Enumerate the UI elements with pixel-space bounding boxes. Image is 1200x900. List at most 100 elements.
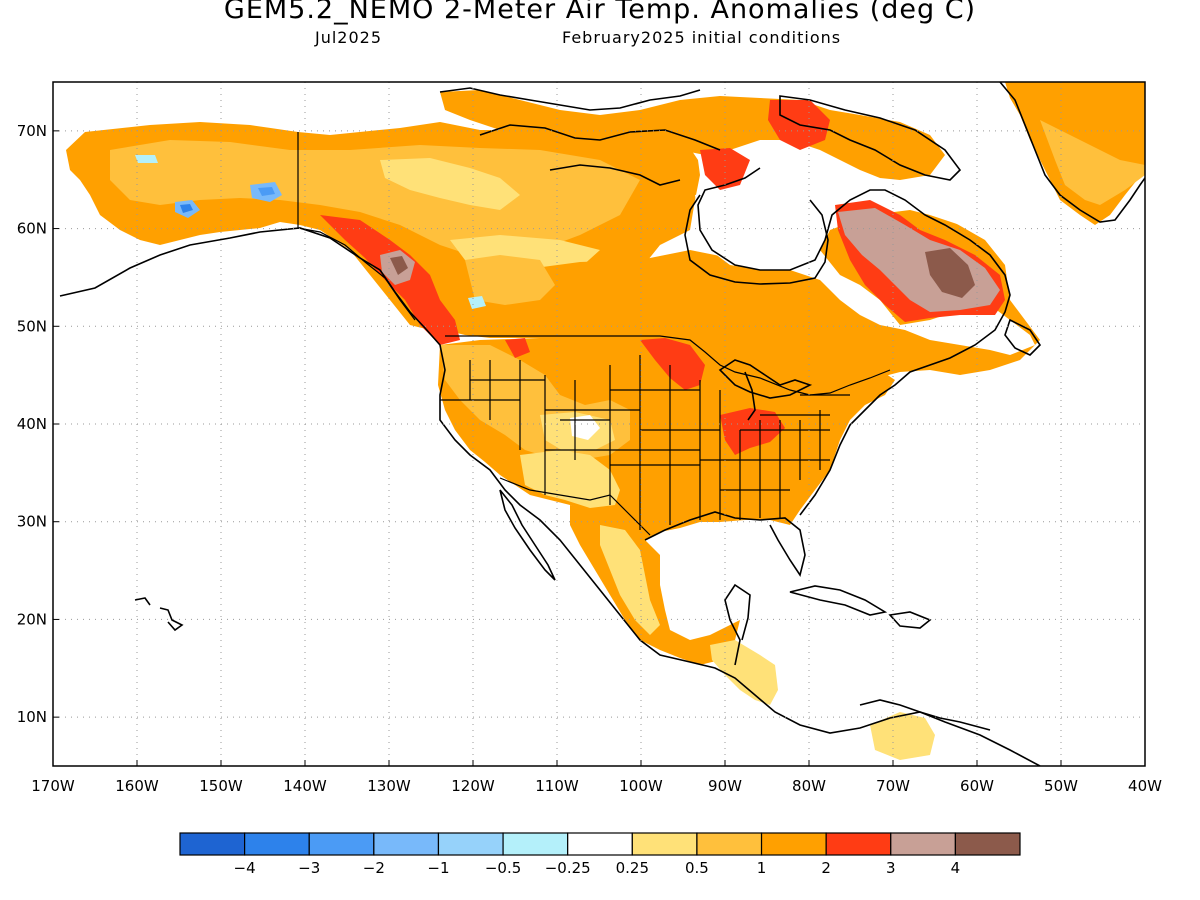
border-us-canada [445,335,891,396]
anomaly-region-greenland-light [1040,120,1145,205]
coastline-greenland [999,82,1145,223]
coastline-arctic-island-3 [549,164,681,186]
colorbar-label: 1 [757,859,767,877]
anomaly-region-great-lakes-red [640,338,705,390]
political-boundaries [297,132,891,536]
colorbar-swatch [760,832,827,856]
anomaly-region-bc-cold [468,296,486,309]
colorbar-swatch [373,832,440,856]
colorbar-label: 4 [951,859,961,877]
lon-label: 40W [1128,777,1162,795]
lat-label: 50N [17,317,47,335]
colorbar-label: 2 [821,859,831,877]
latitude-labels: 70N 60N 50N 40N 30N 20N 10N [17,122,47,726]
colorbar-label: 3 [886,859,896,877]
colorbar-swatch [954,832,1021,856]
coastline-baja [499,489,556,581]
map-frame [52,81,1146,767]
lon-label: 100W [619,777,663,795]
lon-label: 80W [792,777,826,795]
colorbar-swatch [890,832,956,856]
lat-label: 30N [17,513,47,531]
anomaly-region-alaska-cold-2-core [258,187,275,196]
border-us-states-2 [440,379,850,491]
colorbar-label: −0.25 [545,859,591,877]
anomaly-region-bering-sea [53,240,260,330]
anomaly-region-hudson-bay [695,180,820,270]
lon-label: 140W [283,777,327,795]
lat-label: 20N [17,610,47,628]
colorbar-label: −2 [363,859,385,877]
lon-label: 110W [535,777,579,795]
lon-label: 90W [708,777,742,795]
lon-label: 160W [115,777,159,795]
colorbar-swatch [244,832,310,856]
anomaly-field [53,82,1145,760]
anomaly-region-bc-dark [390,256,408,275]
coastline-hispaniola [888,611,932,629]
colorbar: −4 −3 −2 −1 −0.5 −0.25 0.25 0.5 1 2 3 4 [179,832,1021,877]
coastline-arctic-island-1 [439,87,701,111]
coastline-lake-michigan [744,371,756,421]
colorbar-swatch [437,832,504,856]
map-title: GEM5.2_NEMO 2-Meter Air Temp. Anomalies … [223,0,977,25]
anomaly-region-alaska-light [110,140,640,262]
coastline-cuba [789,585,888,616]
colorbar-swatch [308,832,375,856]
initial-conditions: February2025 initial conditions [562,28,842,47]
lon-label: 150W [199,777,243,795]
colorbar-swatch [631,832,698,856]
lon-label: 130W [367,777,411,795]
coastline-baffin-island [779,95,962,181]
anomaly-region-central-america [710,640,778,705]
anomaly-region-hudson-red [700,148,750,190]
lat-label: 10N [17,708,47,726]
lon-label: 170W [31,777,75,795]
colorbar-label: 0.5 [685,859,709,877]
colorbar-label: 0.25 [616,859,649,877]
coastline-great-lakes [718,359,813,399]
anomaly-region-mexico-light [600,525,660,635]
anomaly-region-yukon-light [380,158,520,210]
coastlines [59,82,1145,766]
coastline-gulf [644,511,806,577]
lon-label: 50W [1044,777,1078,795]
forecast-month: Jul2025 [315,28,383,47]
colorbar-swatch [502,832,569,856]
anomaly-region-labrador-dark [925,248,975,298]
colorbar-label: −4 [234,859,256,877]
lat-label: 70N [17,122,47,140]
anomaly-region-colorado-white [570,415,600,440]
colorbar-label: −3 [298,859,320,877]
coastline-newfoundland [1004,318,1042,356]
colorbar-label: −1 [427,859,449,877]
lon-label: 60W [960,777,994,795]
coastline-hudson-bay [684,194,829,285]
coastline-arctic-island-2 [479,124,721,151]
lon-label: 70W [876,777,910,795]
anomaly-region-alaska-cold-1-core [180,204,193,213]
coastline-east [697,167,1011,516]
lon-label: 120W [451,777,495,795]
anomaly-region-baffin-bay [900,170,1050,230]
anomaly-region-montana-red [505,338,530,358]
coastline-yucatan [724,583,751,666]
anomaly-region-gulf-of-mexico [662,530,800,610]
lat-label: 60N [17,220,47,238]
longitude-labels: 170W 160W 150W 140W 130W 120W 110W 100W 90W 80W 70… [31,777,1162,795]
colorbar-swatch [696,832,763,856]
coastline-south-america [859,699,991,731]
colorbar-label: −0.5 [485,859,521,877]
anomaly-region-alaska-cold-3 [135,155,158,163]
border-us-mexico [499,477,651,536]
lat-label: 40N [17,415,47,433]
colorbar-swatch [825,832,892,856]
anomaly-region-ohio-red [720,408,785,455]
anomaly-region-south-america [870,712,935,760]
border-alaska-canada [297,132,416,321]
anomaly-region-alberta-light [465,255,555,305]
coastline-hawaii [134,597,184,632]
graticule [52,82,1146,766]
colorbar-swatch [179,832,246,856]
